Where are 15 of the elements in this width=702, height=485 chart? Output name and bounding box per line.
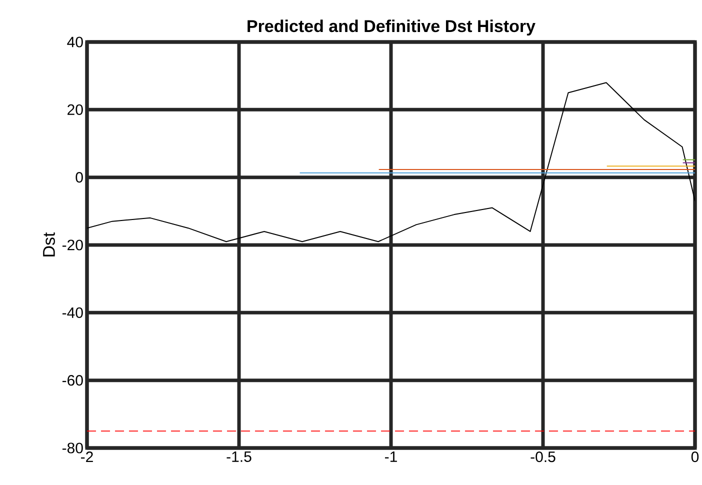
x-tick-label: 0 (691, 452, 699, 462)
y-tick-label: 40 (67, 36, 83, 48)
x-tick-label: -0.5 (530, 452, 556, 462)
y-tick-label: 0 (76, 172, 83, 183)
y-tick-label: -60 (62, 375, 83, 386)
line-series (87, 82, 696, 242)
x-tick-label: -1 (385, 452, 397, 462)
x-tick-label: -1.5 (226, 452, 252, 462)
y-axis-title: Dst (43, 232, 55, 256)
x-tick-label: -2 (81, 452, 93, 462)
chart-title: Predicted and Definitive Dst History (248, 20, 536, 36)
y-tick-label: -20 (62, 240, 83, 250)
y-tick-label: -40 (62, 307, 83, 318)
y-tick-label: -80 (62, 442, 83, 454)
y-tick-label: 20 (68, 104, 83, 115)
